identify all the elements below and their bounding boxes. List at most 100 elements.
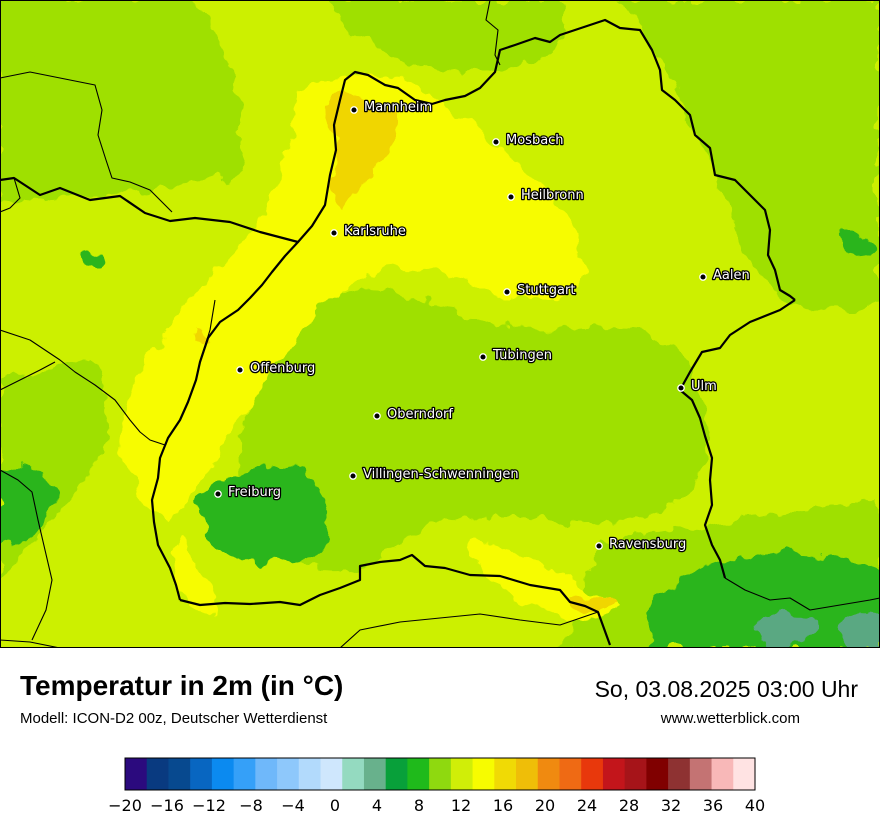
city-dot bbox=[503, 288, 511, 296]
legend-tick-label: 36 bbox=[703, 796, 723, 815]
legend-swatch bbox=[494, 758, 517, 790]
city-offenburg[interactable]: Offenburg bbox=[236, 360, 317, 377]
legend-swatch bbox=[516, 758, 539, 790]
city-label: Ravensburg bbox=[609, 537, 686, 552]
city-mannheim[interactable]: Mannheim bbox=[350, 99, 433, 116]
legend-tick-label: 16 bbox=[493, 796, 513, 815]
legend-tick-label: 8 bbox=[414, 796, 424, 815]
temperature-field-cool bbox=[0, 229, 880, 648]
legend-tick-label: 0 bbox=[330, 796, 340, 815]
legend-swatch bbox=[233, 758, 256, 790]
city-dot bbox=[349, 472, 357, 480]
model-source: Modell: ICON-D2 00z, Deutscher Wetterdie… bbox=[20, 710, 328, 727]
city-dot bbox=[595, 542, 603, 550]
legend-tick-label: −12 bbox=[192, 796, 226, 815]
city-dot bbox=[214, 490, 222, 498]
legend-swatch bbox=[559, 758, 582, 790]
rhine-border bbox=[150, 241, 299, 601]
city-stuttgart[interactable]: Stuttgart bbox=[503, 282, 577, 299]
city-label: Heilbronn bbox=[521, 188, 584, 203]
city-label: Mosbach bbox=[506, 133, 564, 148]
legend-swatch bbox=[624, 758, 647, 790]
city-label: Offenburg bbox=[250, 361, 315, 376]
website-link[interactable]: www.wetterblick.com bbox=[660, 710, 800, 727]
legend-swatch bbox=[537, 758, 561, 790]
city-tuebingen[interactable]: Tübingen bbox=[479, 347, 553, 364]
legend-tick-label: 20 bbox=[535, 796, 555, 815]
legend-swatch bbox=[342, 758, 365, 790]
city-aalen[interactable]: Aalen bbox=[699, 267, 751, 284]
city-ravensburg[interactable]: Ravensburg bbox=[595, 536, 688, 553]
lake-constance-border bbox=[179, 553, 612, 646]
city-mosbach[interactable]: Mosbach bbox=[492, 132, 565, 149]
legend-swatch bbox=[450, 758, 474, 790]
city-dot bbox=[507, 193, 515, 201]
legend-tick-label: −20 bbox=[108, 796, 142, 815]
legend-swatch bbox=[125, 758, 148, 790]
legend-swatch bbox=[190, 758, 213, 790]
legend-swatch bbox=[320, 758, 343, 790]
legend-ticks: −20 −16 −12 −8 −4 0 4 8 12 16 20 24 28 32 36 40 bbox=[108, 796, 765, 815]
legend-swatch bbox=[385, 758, 409, 790]
city-label: Villingen-Schwenningen bbox=[363, 467, 519, 482]
city-label: Oberndorf bbox=[387, 407, 453, 422]
city-karlsruhe[interactable]: Karlsruhe bbox=[330, 223, 407, 240]
city-label: Tübingen bbox=[492, 348, 552, 363]
city-ulm[interactable]: Ulm bbox=[677, 378, 718, 395]
legend-swatch bbox=[363, 758, 387, 790]
legend-tick-label: 24 bbox=[577, 796, 597, 815]
temperature-field-coolest bbox=[754, 608, 880, 648]
city-label: Freiburg bbox=[228, 485, 281, 500]
state-borders bbox=[0, 18, 796, 646]
info-panel: Temperatur in 2m (in °C) Modell: ICON-D2… bbox=[0, 648, 880, 830]
city-dot bbox=[373, 412, 381, 420]
map-title: Temperatur in 2m (in °C) bbox=[20, 670, 344, 701]
city-dot bbox=[350, 106, 358, 114]
city-dot bbox=[492, 138, 500, 146]
ulm-border bbox=[678, 299, 796, 579]
legend-tick-label: 32 bbox=[661, 796, 681, 815]
legend-tick-label: −16 bbox=[150, 796, 184, 815]
city-dot bbox=[677, 384, 685, 392]
legend-swatch bbox=[277, 758, 300, 790]
legend-swatch bbox=[472, 758, 495, 790]
legend-swatch bbox=[255, 758, 278, 790]
legend-tick-label: 40 bbox=[745, 796, 765, 815]
city-label: Karlsruhe bbox=[344, 224, 406, 239]
legend-swatch bbox=[298, 758, 322, 790]
forecast-datetime: So, 03.08.2025 03:00 Uhr bbox=[594, 676, 858, 702]
city-oberndorf[interactable]: Oberndorf bbox=[373, 406, 455, 423]
legend-tick-label: 12 bbox=[451, 796, 471, 815]
city-villingen-schwenningen[interactable]: Villingen-Schwenningen bbox=[349, 466, 520, 483]
city-dot bbox=[699, 273, 707, 281]
legend-swatches bbox=[125, 758, 756, 790]
legend-swatch bbox=[668, 758, 691, 790]
legend-swatch bbox=[429, 758, 452, 790]
legend-tick-label: 28 bbox=[619, 796, 639, 815]
legend-swatch bbox=[733, 758, 756, 790]
city-label: Stuttgart bbox=[517, 283, 575, 298]
city-dot bbox=[236, 366, 244, 374]
legend-swatch bbox=[602, 758, 626, 790]
legend-swatch bbox=[646, 758, 669, 790]
city-label: Mannheim bbox=[364, 100, 432, 115]
city-label: Aalen bbox=[713, 268, 750, 283]
legend-swatch bbox=[711, 758, 734, 790]
city-freiburg[interactable]: Freiburg bbox=[214, 484, 282, 501]
legend-swatch bbox=[146, 758, 170, 790]
city-heilbronn[interactable]: Heilbronn bbox=[507, 187, 585, 204]
baden-wuerttemberg-border bbox=[0, 18, 796, 301]
legend-tick-label: 4 bbox=[372, 796, 382, 815]
temperature-map: Mannheim Mosbach Heilbronn Karlsruhe Aal… bbox=[0, 0, 880, 648]
legend-tick-label: −4 bbox=[281, 796, 305, 815]
legend-swatch bbox=[211, 758, 235, 790]
city-dot bbox=[330, 229, 338, 237]
legend-swatch bbox=[407, 758, 430, 790]
other-borders bbox=[0, 0, 880, 648]
legend-tick-label: −8 bbox=[239, 796, 263, 815]
city-label: Ulm bbox=[691, 379, 717, 394]
city-markers: Mannheim Mosbach Heilbronn Karlsruhe Aal… bbox=[214, 99, 751, 553]
legend-swatch bbox=[689, 758, 713, 790]
city-dot bbox=[479, 353, 487, 361]
legend-frame bbox=[124, 757, 756, 791]
